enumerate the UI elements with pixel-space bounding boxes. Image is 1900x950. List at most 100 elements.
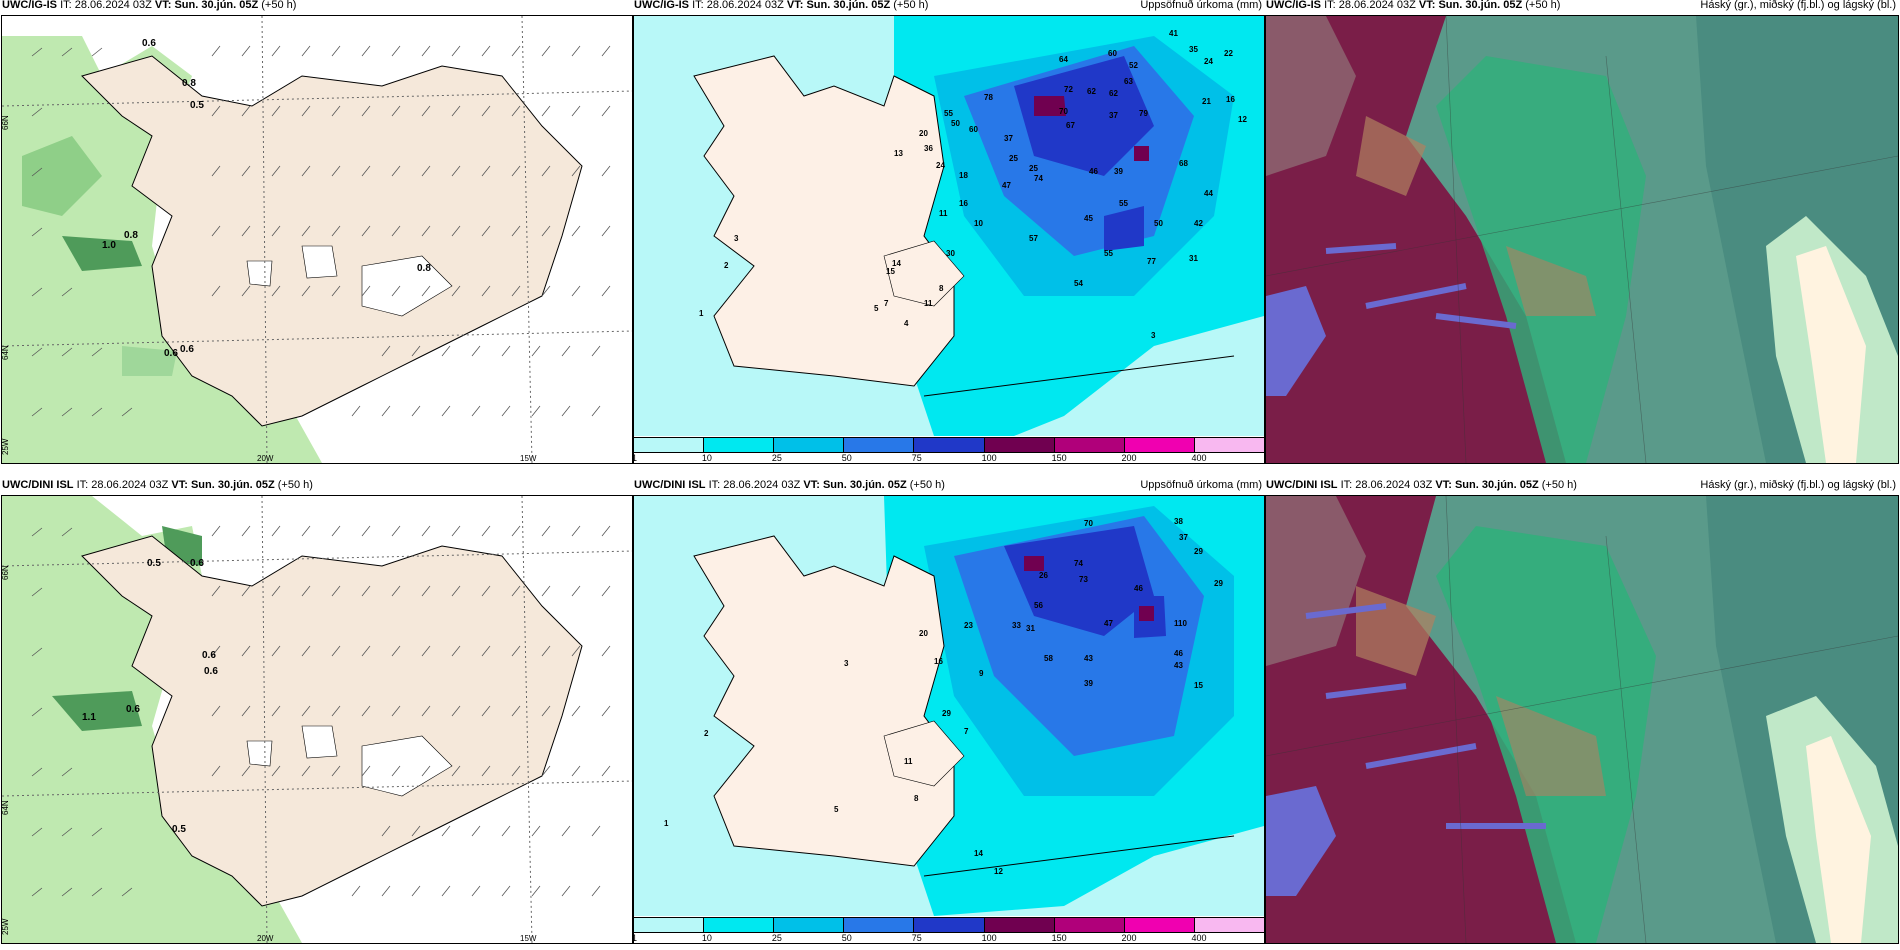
svg-text:44: 44 bbox=[1204, 189, 1213, 198]
colorbar-label: 10 bbox=[701, 453, 712, 463]
svg-text:52: 52 bbox=[1129, 61, 1138, 70]
wind-value: 0.5 bbox=[172, 824, 186, 835]
colorbar-labels: 1 10 25 50 75 100 150 200 400 bbox=[632, 933, 1264, 943]
svg-text:16: 16 bbox=[934, 657, 943, 666]
svg-text:5: 5 bbox=[834, 805, 839, 814]
svg-text:46: 46 bbox=[1089, 167, 1098, 176]
wind-barbs bbox=[31, 45, 611, 417]
wind-value: 0.6 bbox=[190, 558, 204, 569]
svg-text:16: 16 bbox=[959, 199, 968, 208]
svg-text:37: 37 bbox=[1109, 111, 1118, 120]
colorbar-cell bbox=[704, 918, 775, 932]
svg-text:36: 36 bbox=[924, 144, 933, 153]
svg-text:46: 46 bbox=[1134, 584, 1143, 593]
svg-text:15: 15 bbox=[886, 267, 895, 276]
lon-label-20: 20W bbox=[257, 454, 274, 463]
svg-text:20: 20 bbox=[919, 629, 928, 638]
svg-text:39: 39 bbox=[1114, 167, 1123, 176]
svg-text:2: 2 bbox=[724, 261, 729, 270]
wind-value: 0.8 bbox=[182, 78, 196, 89]
precip-title: Uppsöfnuð úrkoma (mm) bbox=[1140, 479, 1262, 491]
colorbar-cell bbox=[774, 438, 845, 452]
colorbar-label: 25 bbox=[771, 453, 782, 463]
svg-text:21: 21 bbox=[1202, 97, 1211, 106]
svg-text:29: 29 bbox=[1194, 547, 1203, 556]
wind-value: 0.8 bbox=[124, 230, 138, 241]
colorbar-label: 150 bbox=[1051, 453, 1067, 463]
svg-text:42: 42 bbox=[1194, 219, 1203, 228]
cloud-map-top bbox=[1266, 16, 1898, 463]
svg-text:39: 39 bbox=[1084, 679, 1093, 688]
wind-value: 1.1 bbox=[82, 712, 96, 723]
colorbar-cell bbox=[914, 438, 985, 452]
colorbar-cell bbox=[1194, 438, 1264, 452]
colorbar-cell bbox=[634, 438, 705, 452]
precip-panel-top-header: UWC/IG-IS IT: 28.06.2024 03Z VT: Sun. 30… bbox=[634, 0, 1262, 11]
wind-value: 0.5 bbox=[147, 558, 161, 569]
svg-text:58: 58 bbox=[1044, 654, 1053, 663]
wind-barbs bbox=[31, 525, 611, 897]
svg-text:77: 77 bbox=[1147, 257, 1156, 266]
colorbar-cell bbox=[914, 918, 985, 932]
svg-text:55: 55 bbox=[944, 109, 953, 118]
svg-text:24: 24 bbox=[936, 161, 945, 170]
svg-text:70: 70 bbox=[1059, 107, 1068, 116]
wind-value: 0.5 bbox=[190, 100, 204, 111]
lon-label-15: 15W bbox=[520, 454, 537, 463]
svg-text:29: 29 bbox=[942, 709, 951, 718]
wind-value: 0.6 bbox=[180, 344, 194, 355]
svg-text:55: 55 bbox=[1119, 199, 1128, 208]
svg-text:74: 74 bbox=[1074, 559, 1083, 568]
svg-text:43: 43 bbox=[1084, 654, 1093, 663]
cloud-panel-top: UWC/IG-IS IT: 28.06.2024 03Z VT: Sun. 30… bbox=[1265, 0, 1899, 464]
colorbar-cell bbox=[704, 438, 775, 452]
svg-text:56: 56 bbox=[1034, 601, 1043, 610]
svg-text:25: 25 bbox=[1009, 154, 1018, 163]
svg-text:41: 41 bbox=[1169, 29, 1178, 38]
svg-text:15: 15 bbox=[1194, 681, 1203, 690]
svg-text:22: 22 bbox=[1224, 49, 1233, 58]
cloud-title: Háský (gr.), miðský (fj.bl.) og lágský (… bbox=[1700, 0, 1896, 11]
svg-text:29: 29 bbox=[1214, 579, 1223, 588]
svg-text:37: 37 bbox=[1179, 533, 1188, 542]
svg-text:62: 62 bbox=[1109, 89, 1118, 98]
svg-text:5: 5 bbox=[874, 304, 879, 313]
colorbar-label: 50 bbox=[841, 933, 852, 943]
colorbar-cells bbox=[634, 917, 1264, 933]
colorbar-label: 75 bbox=[911, 933, 922, 943]
lon-label-25: 25W bbox=[2, 918, 10, 935]
svg-text:46: 46 bbox=[1174, 649, 1183, 658]
svg-text:23: 23 bbox=[964, 621, 973, 630]
svg-text:67: 67 bbox=[1066, 121, 1075, 130]
svg-text:72: 72 bbox=[1064, 85, 1073, 94]
svg-text:45: 45 bbox=[1084, 214, 1093, 223]
colorbar-label: 75 bbox=[911, 453, 922, 463]
svg-text:8: 8 bbox=[914, 794, 919, 803]
svg-text:63: 63 bbox=[1124, 77, 1133, 86]
cloud-title: Háský (gr.), miðský (fj.bl.) og lágský (… bbox=[1700, 479, 1896, 491]
svg-text:8: 8 bbox=[939, 284, 944, 293]
colorbar-label: 400 bbox=[1191, 453, 1207, 463]
colorbar-cell bbox=[1124, 438, 1195, 452]
svg-text:11: 11 bbox=[924, 299, 933, 308]
wind-panel-top: UWC/IG-IS IT: 28.06.2024 03Z VT: Sun. 30… bbox=[1, 0, 633, 464]
svg-text:3: 3 bbox=[734, 234, 739, 243]
colorbar-cell bbox=[634, 918, 705, 932]
colorbar-cell bbox=[1054, 918, 1125, 932]
colorbar-label: 400 bbox=[1191, 933, 1207, 943]
svg-text:11: 11 bbox=[904, 757, 913, 766]
svg-text:3: 3 bbox=[1151, 331, 1156, 340]
svg-text:70: 70 bbox=[1084, 519, 1093, 528]
precip-panel-top: UWC/IG-IS IT: 28.06.2024 03Z VT: Sun. 30… bbox=[632, 0, 1265, 464]
svg-text:73: 73 bbox=[1079, 575, 1088, 584]
precip-colorbar-bottom: 1 10 25 50 75 100 150 200 400 bbox=[632, 917, 1264, 943]
svg-text:68: 68 bbox=[1179, 159, 1188, 168]
colorbar-cell bbox=[984, 438, 1055, 452]
svg-text:50: 50 bbox=[1154, 219, 1163, 228]
colorbar-label: 100 bbox=[981, 933, 997, 943]
colorbar-cell bbox=[984, 918, 1055, 932]
svg-text:55: 55 bbox=[1104, 249, 1113, 258]
lat-label-64: 64N bbox=[2, 800, 10, 815]
svg-text:18: 18 bbox=[959, 171, 968, 180]
svg-text:2: 2 bbox=[704, 729, 709, 738]
